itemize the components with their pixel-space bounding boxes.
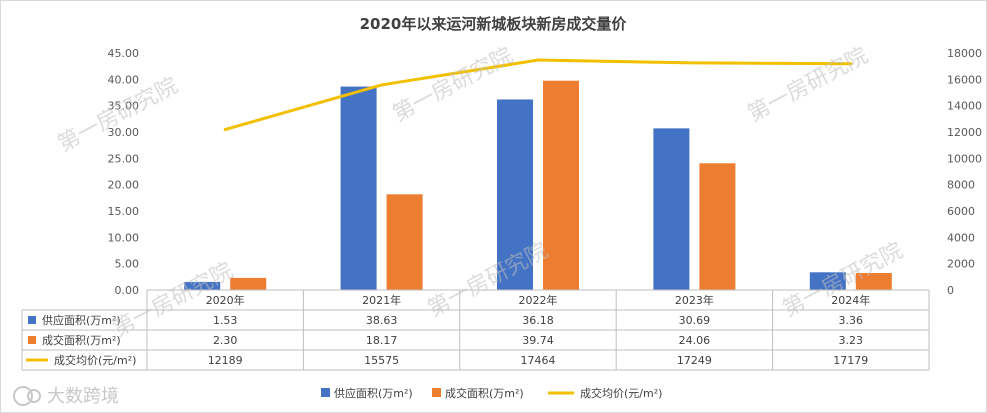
bar-supply-1 xyxy=(340,86,377,290)
legend-swatch xyxy=(321,388,330,397)
line-series xyxy=(223,58,853,132)
price-point-4 xyxy=(849,62,853,66)
bar-supply-4 xyxy=(809,272,846,290)
watermark-text: 第一房研究院 xyxy=(744,43,872,127)
table-cell: 1.53 xyxy=(213,314,238,327)
right-tick-label: 0 xyxy=(947,284,954,297)
table-cell: 2.30 xyxy=(213,334,238,347)
price-point-3 xyxy=(692,61,696,65)
table-cell: 30.69 xyxy=(679,314,711,327)
right-tick-label: 6000 xyxy=(947,205,975,218)
bar-series xyxy=(184,80,892,291)
table-cell: 3.36 xyxy=(839,314,864,327)
left-tick-label: 15.00 xyxy=(108,205,140,218)
left-tick-label: 40.00 xyxy=(108,73,140,86)
right-tick-label: 18000 xyxy=(947,47,982,60)
legend-swatch xyxy=(432,388,441,397)
bar-sold-1 xyxy=(386,194,423,290)
bar-supply-3 xyxy=(653,128,690,290)
table-row-label: 成交面积(万m²) xyxy=(42,333,121,347)
logo-icon xyxy=(27,389,41,403)
bar-sold-0 xyxy=(230,277,267,290)
right-tick-label: 8000 xyxy=(947,179,975,192)
price-point-2 xyxy=(536,58,540,62)
right-axis: 0 2000 4000 6000 8000 10000 12000 14000 16000 180… xyxy=(947,47,982,297)
table-cell: 15575 xyxy=(364,354,399,367)
left-tick-label: 30.00 xyxy=(108,126,140,139)
bar-sold-4 xyxy=(855,272,892,290)
price-point-1 xyxy=(380,83,384,87)
table-cell: 24.06 xyxy=(679,334,711,347)
left-tick-label: 45.00 xyxy=(108,47,140,60)
right-tick-label: 14000 xyxy=(947,100,982,113)
right-tick-label: 2000 xyxy=(947,258,975,271)
table-key-swatch xyxy=(28,336,36,344)
price-point-0 xyxy=(223,128,227,132)
table-row-label: 成交均价(元/m²) xyxy=(54,353,136,367)
legend: 供应面积(万m²) 成交面积(万m²) 成交均价(元/m²) xyxy=(321,386,662,400)
table-cell: 17249 xyxy=(677,354,712,367)
left-tick-label: 25.00 xyxy=(108,152,140,165)
bar-supply-0 xyxy=(184,281,221,290)
legend-label: 成交面积(万m²) xyxy=(445,386,524,400)
left-axis: 0.00 5.00 10.00 15.00 20.00 25.00 30.00 35.00 40… xyxy=(108,47,140,297)
table-cell: 3.23 xyxy=(839,334,864,347)
logo: 大数跨境 xyxy=(13,386,119,407)
category-label: 2022年 xyxy=(519,293,558,307)
right-tick-label: 16000 xyxy=(947,73,982,86)
table-cell: 39.74 xyxy=(522,334,554,347)
category-label: 2021年 xyxy=(362,293,401,307)
logo-text: 大数跨境 xyxy=(47,386,119,407)
right-tick-label: 4000 xyxy=(947,231,975,244)
left-tick-label: 10.00 xyxy=(108,231,140,244)
table-cell: 17179 xyxy=(833,354,868,367)
logo-icon xyxy=(13,386,33,406)
table-cell: 36.18 xyxy=(522,314,554,327)
category-label: 2020年 xyxy=(206,293,245,307)
bar-sold-2 xyxy=(543,80,579,290)
legend-label: 成交均价(元/m²) xyxy=(580,386,662,400)
table-row-label: 供应面积(万m²) xyxy=(42,313,121,327)
table-cell: 18.17 xyxy=(366,334,398,347)
bar-sold-3 xyxy=(699,163,736,290)
left-tick-label: 20.00 xyxy=(108,179,140,192)
category-label: 2024年 xyxy=(831,293,870,307)
table-cell: 12189 xyxy=(208,354,243,367)
right-tick-label: 12000 xyxy=(947,126,982,139)
left-tick-label: 35.00 xyxy=(108,100,140,113)
left-tick-label: 0.00 xyxy=(115,284,140,297)
chart-title: 2020年以来运河新城板块新房成交量价 xyxy=(360,15,628,33)
legend-label: 供应面积(万m²) xyxy=(334,386,413,400)
table-cell: 38.63 xyxy=(366,314,398,327)
right-tick-label: 10000 xyxy=(947,152,982,165)
left-tick-label: 5.00 xyxy=(115,258,140,271)
bar-supply-2 xyxy=(497,99,533,291)
category-label: 2023年 xyxy=(675,293,714,307)
table-key-swatch xyxy=(28,316,36,324)
table-cell: 17464 xyxy=(521,354,556,367)
